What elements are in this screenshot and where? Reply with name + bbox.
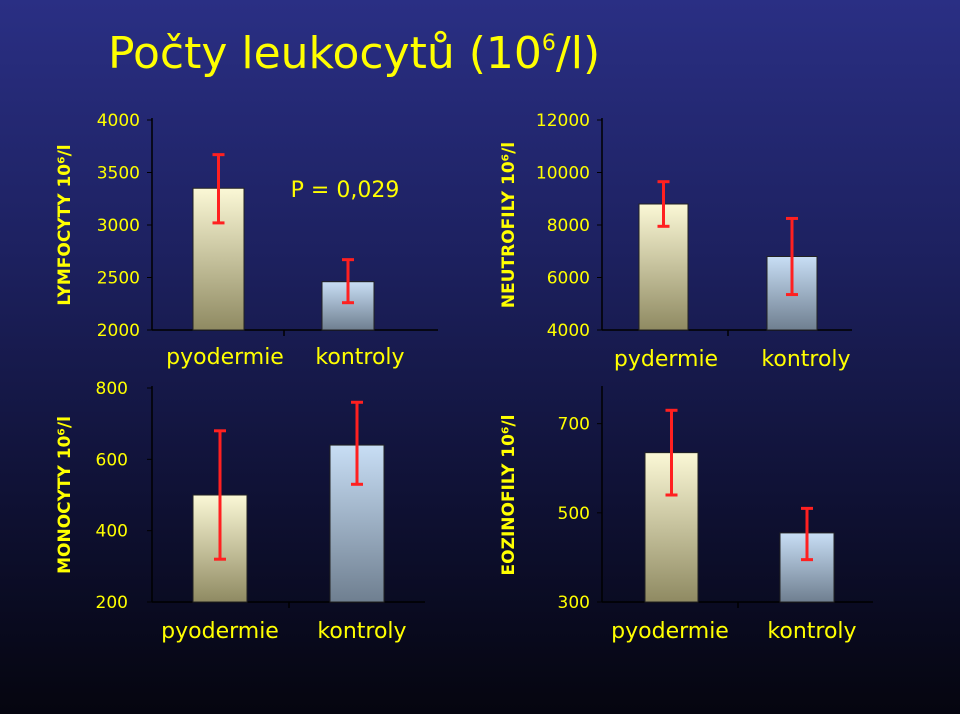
eozinofily-ytick-label: 500 <box>558 504 590 524</box>
monocyty-category-label: kontroly <box>317 619 406 644</box>
title-prefix: Počty leukocytů (10 <box>108 28 542 79</box>
monocyty-error-bar-pyodermie <box>214 429 226 561</box>
monocyty-ytick-label: 800 <box>96 379 128 399</box>
lymfocyty-ytick-label: 2000 <box>97 321 140 341</box>
monocyty-ytick-label: 400 <box>96 522 128 542</box>
lymfocyty-ytick-label: 4000 <box>97 111 140 131</box>
neutrofily-category-label: pydermie <box>614 347 718 372</box>
page-title: Počty leukocytů (106/l) <box>108 28 600 79</box>
lymfocyty-y-axis-label: LYMFOCYTY 10⁶/l <box>55 144 75 305</box>
lymfocyty-error-bar-kontroly <box>342 258 354 305</box>
lymfocyty-category-label: kontroly <box>315 345 404 370</box>
eozinofily-chart: 700 500 300 EOZINOFILY 10⁶/l pyodermie kontro… <box>499 386 873 644</box>
lymfocyty-ytick-label: 3500 <box>97 164 140 184</box>
monocyty-ytick-label: 600 <box>96 450 128 470</box>
lymfocyty-annotation: P = 0,029 <box>291 178 400 203</box>
neutrofily-ytick-label: 6000 <box>547 269 590 289</box>
monocyty-category-label: pyodermie <box>161 619 279 644</box>
eozinofily-category-label: pyodermie <box>611 619 729 644</box>
neutrofily-category-label: kontroly <box>761 347 850 372</box>
monocyty-ytick-label: 200 <box>96 593 128 613</box>
title-superscript: 6 <box>541 31 556 56</box>
eozinofily-error-bar-kontroly <box>801 506 813 562</box>
eozinofily-ytick-label: 700 <box>558 415 590 435</box>
lymfocyty-ytick-label: 2500 <box>97 269 140 289</box>
eozinofily-error-bar-pyodermie <box>665 408 678 497</box>
neutrofily-error-bar-pydermie <box>657 180 670 228</box>
lymfocyty-error-bar-pyodermie <box>212 153 225 225</box>
eozinofily-ytick-label: 300 <box>558 593 590 613</box>
neutrofily-chart: 12000 10000 8000 6000 4000 NEUTROFILY 10⁶/l py… <box>499 111 852 372</box>
neutrofily-ytick-label: 8000 <box>547 216 590 236</box>
title-suffix: /l) <box>555 28 601 79</box>
monocyty-error-bar-kontroly <box>351 400 363 486</box>
lymfocyty-ytick-label: 3000 <box>97 216 140 236</box>
lymfocyty-chart: 4000 3500 3000 2500 2000 LYMFOCYTY 10⁶/l pyode… <box>55 111 438 370</box>
monocyty-chart: 800 600 400 200 MONOCYTY 10⁶/l pyodermie kontr… <box>55 379 425 644</box>
neutrofily-ytick-label: 12000 <box>536 111 590 131</box>
neutrofily-ytick-label: 10000 <box>536 164 590 184</box>
lymfocyty-category-label: pyodermie <box>166 345 284 370</box>
eozinofily-y-axis-label: EOZINOFILY 10⁶/l <box>499 415 519 576</box>
neutrofily-error-bar-kontroly <box>786 216 798 297</box>
eozinofily-category-label: kontroly <box>767 619 856 644</box>
neutrofily-y-axis-label: NEUTROFILY 10⁶/l <box>499 142 519 308</box>
neutrofily-ytick-label: 4000 <box>547 321 590 341</box>
monocyty-y-axis-label: MONOCYTY 10⁶/l <box>55 416 75 574</box>
